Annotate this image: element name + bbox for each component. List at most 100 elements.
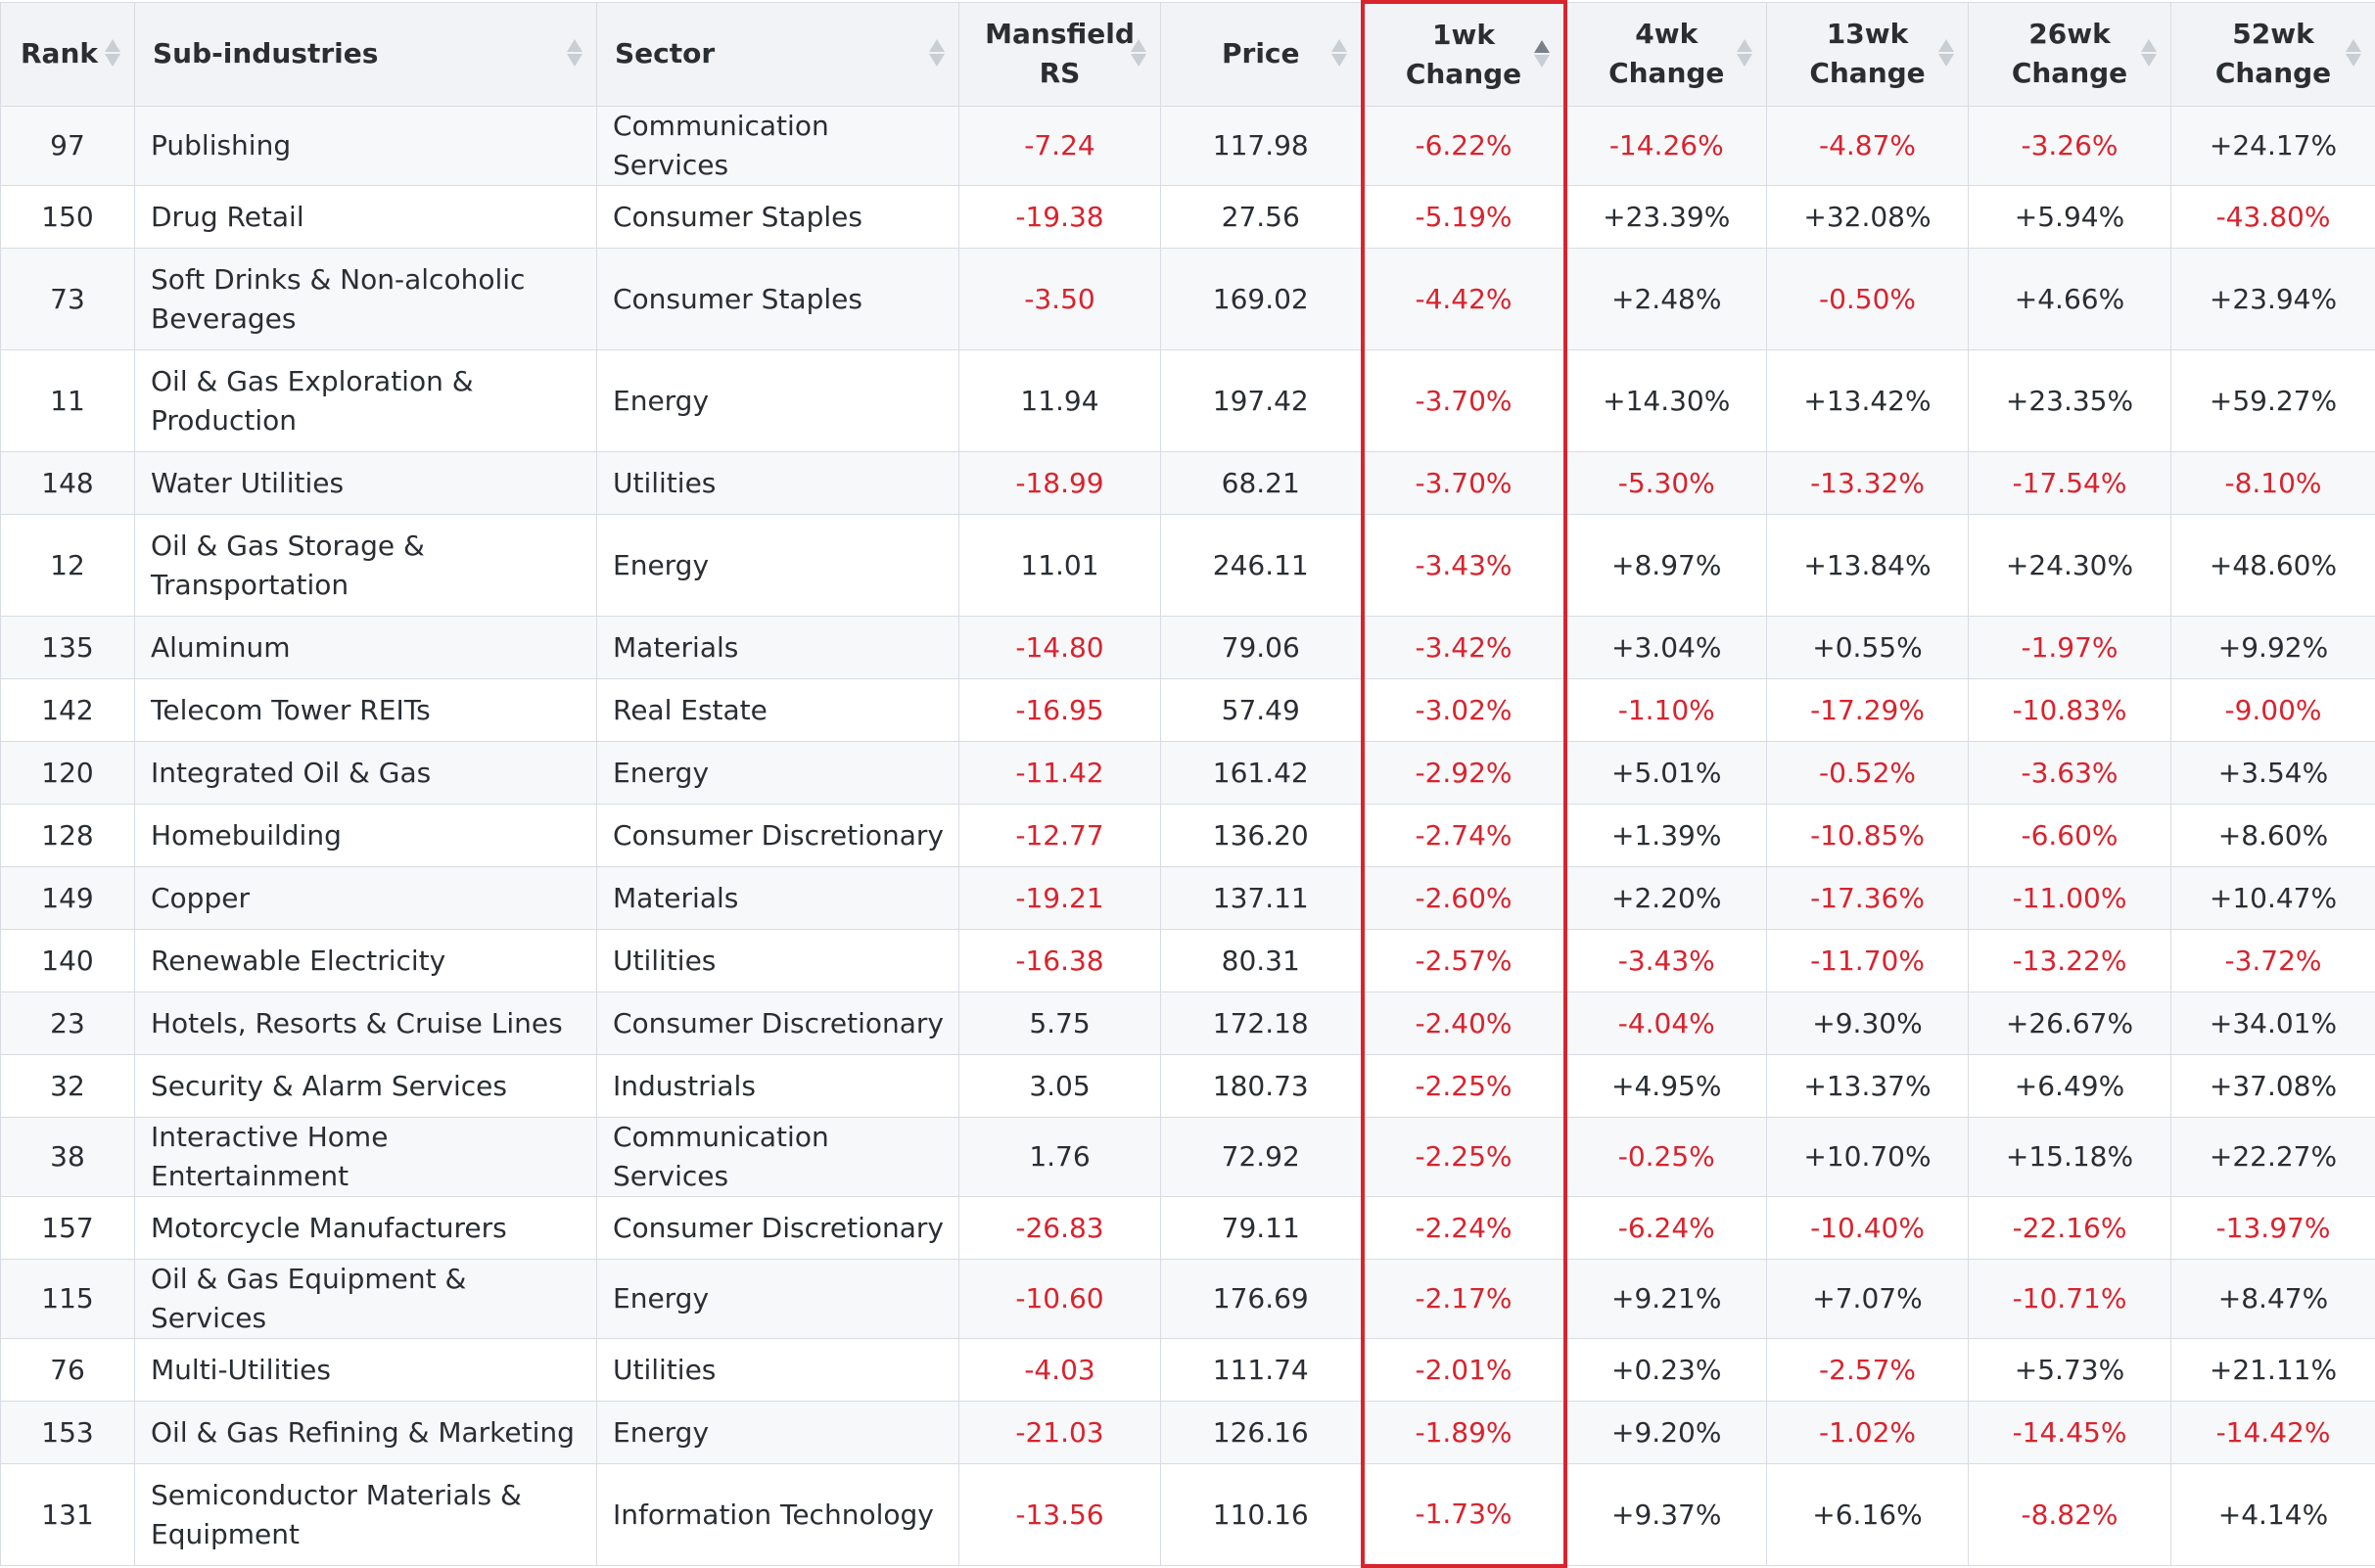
cell-sub[interactable]: Soft Drinks & Non-alcoholic Beverages <box>135 249 597 350</box>
cell-w4: +2.48% <box>1565 249 1767 350</box>
cell-sub[interactable]: Motorcycle Manufacturers <box>135 1197 597 1260</box>
cell-price: 180.73 <box>1161 1055 1363 1118</box>
cell-w13: -2.57% <box>1767 1339 1969 1402</box>
cell-w13: -4.87% <box>1767 107 1969 186</box>
column-header-sector[interactable]: Sector <box>597 2 959 107</box>
sort-icon[interactable] <box>929 37 945 70</box>
cell-sub[interactable]: Water Utilities <box>135 452 597 515</box>
cell-w4: +9.20% <box>1565 1402 1767 1464</box>
cell-w13: +10.70% <box>1767 1118 1969 1197</box>
column-header-w52[interactable]: 52wk Change <box>2171 2 2375 107</box>
sort-icon[interactable] <box>2141 37 2157 70</box>
cell-rs: 11.01 <box>959 515 1161 617</box>
cell-w4: +2.20% <box>1565 867 1767 930</box>
cell-w52: +37.08% <box>2171 1055 2375 1118</box>
sort-icon[interactable] <box>567 37 582 70</box>
cell-w52: +59.27% <box>2171 350 2375 452</box>
sort-icon[interactable] <box>1938 37 1954 70</box>
cell-sub[interactable]: Semiconductor Materials & Equipment <box>135 1464 597 1566</box>
cell-rs: -4.03 <box>959 1339 1161 1402</box>
cell-sub[interactable]: Oil & Gas Equipment & Services <box>135 1260 597 1339</box>
cell-sub[interactable]: Interactive Home Entertainment <box>135 1118 597 1197</box>
cell-w26: -11.00% <box>1969 867 2171 930</box>
cell-rank: 76 <box>1 1339 135 1402</box>
cell-price: 246.11 <box>1161 515 1363 617</box>
column-header-price[interactable]: Price <box>1161 2 1363 107</box>
cell-sub[interactable]: Homebuilding <box>135 805 597 867</box>
cell-w1: -2.25% <box>1363 1118 1565 1197</box>
cell-rank: 150 <box>1 186 135 249</box>
cell-sub[interactable]: Oil & Gas Storage & Transportation <box>135 515 597 617</box>
cell-price: 57.49 <box>1161 679 1363 742</box>
cell-w52: +24.17% <box>2171 107 2375 186</box>
sort-icon[interactable] <box>105 37 120 70</box>
column-header-rank[interactable]: Rank <box>1 2 135 107</box>
cell-sub[interactable]: Publishing <box>135 107 597 186</box>
cell-sector: Energy <box>597 1260 959 1339</box>
cell-sub[interactable]: Oil & Gas Exploration & Production <box>135 350 597 452</box>
cell-sector: Utilities <box>597 1339 959 1402</box>
column-header-w4[interactable]: 4wk Change <box>1565 2 1767 107</box>
cell-sub[interactable]: Multi-Utilities <box>135 1339 597 1402</box>
cell-w26: +6.49% <box>1969 1055 2171 1118</box>
column-header-sub[interactable]: Sub-industries <box>135 2 597 107</box>
cell-rank: 149 <box>1 867 135 930</box>
cell-sub[interactable]: Drug Retail <box>135 186 597 249</box>
column-header-rs[interactable]: Mansfield RS <box>959 2 1161 107</box>
cell-w13: +0.55% <box>1767 617 1969 679</box>
cell-w1: -6.22% <box>1363 107 1565 186</box>
column-header-w26[interactable]: 26wk Change <box>1969 2 2171 107</box>
cell-rs: -3.50 <box>959 249 1161 350</box>
cell-sub[interactable]: Hotels, Resorts & Cruise Lines <box>135 992 597 1055</box>
sort-desc-icon <box>1737 54 1752 67</box>
sort-icon[interactable] <box>1534 38 1550 71</box>
cell-w13: +13.42% <box>1767 350 1969 452</box>
sort-icon[interactable] <box>1131 37 1146 70</box>
cell-w4: +5.01% <box>1565 742 1767 805</box>
cell-w26: +5.94% <box>1969 186 2171 249</box>
cell-sub[interactable]: Aluminum <box>135 617 597 679</box>
cell-sub[interactable]: Integrated Oil & Gas <box>135 742 597 805</box>
sort-icon[interactable] <box>1737 37 1752 70</box>
cell-sub[interactable]: Oil & Gas Refining & Marketing <box>135 1402 597 1464</box>
column-header-w1[interactable]: 1wk Change <box>1363 2 1565 107</box>
cell-sub[interactable]: Renewable Electricity <box>135 930 597 992</box>
cell-w52: +48.60% <box>2171 515 2375 617</box>
column-header-label: 52wk Change <box>2215 18 2331 89</box>
cell-sub[interactable]: Security & Alarm Services <box>135 1055 597 1118</box>
sort-icon[interactable] <box>2346 37 2361 70</box>
sort-asc-icon <box>929 39 945 52</box>
cell-sub[interactable]: Telecom Tower REITs <box>135 679 597 742</box>
cell-w1: -5.19% <box>1363 186 1565 249</box>
column-header-label: Price <box>1222 37 1300 69</box>
cell-sector: Energy <box>597 742 959 805</box>
sort-asc-icon <box>1131 39 1146 52</box>
column-header-w13[interactable]: 13wk Change <box>1767 2 1969 107</box>
cell-w4: +14.30% <box>1565 350 1767 452</box>
cell-rs: -16.38 <box>959 930 1161 992</box>
cell-sub[interactable]: Copper <box>135 867 597 930</box>
sort-icon[interactable] <box>1331 37 1347 70</box>
cell-w52: -43.80% <box>2171 186 2375 249</box>
sort-asc-icon <box>105 39 120 52</box>
